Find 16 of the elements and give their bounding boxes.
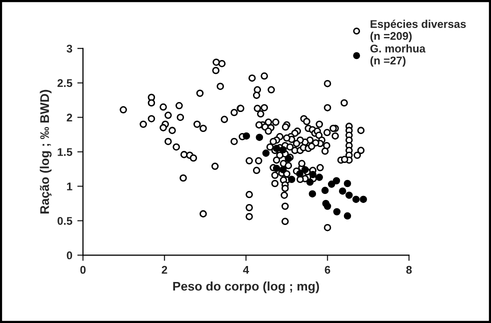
y-tick-label: 1	[67, 182, 72, 190]
x-axis-title: Peso do corpo (log ; mg)	[173, 282, 319, 294]
y-tick-label: 0	[66, 251, 72, 260]
y-tick-label: 2	[66, 114, 72, 122]
x-tick-label: 8	[406, 266, 412, 274]
y-tick-label: 0.5	[58, 216, 72, 225]
y-tick-label: 2.5	[58, 79, 72, 88]
y-tick-label: 3	[66, 44, 72, 53]
x-tick-label: 0	[80, 266, 86, 274]
x-tick-label: 2	[162, 266, 168, 274]
legend-label: Espécies diversas (n =209)	[370, 20, 466, 42]
y-axis-title: Ração (log ; ‰ BWD)	[40, 90, 52, 214]
legend-label: G. morhua (n =27)	[370, 44, 426, 67]
x-tick-label: 4	[243, 266, 250, 274]
x-tick-label: 6	[324, 266, 330, 274]
y-tick-label: 1.5	[58, 148, 72, 156]
